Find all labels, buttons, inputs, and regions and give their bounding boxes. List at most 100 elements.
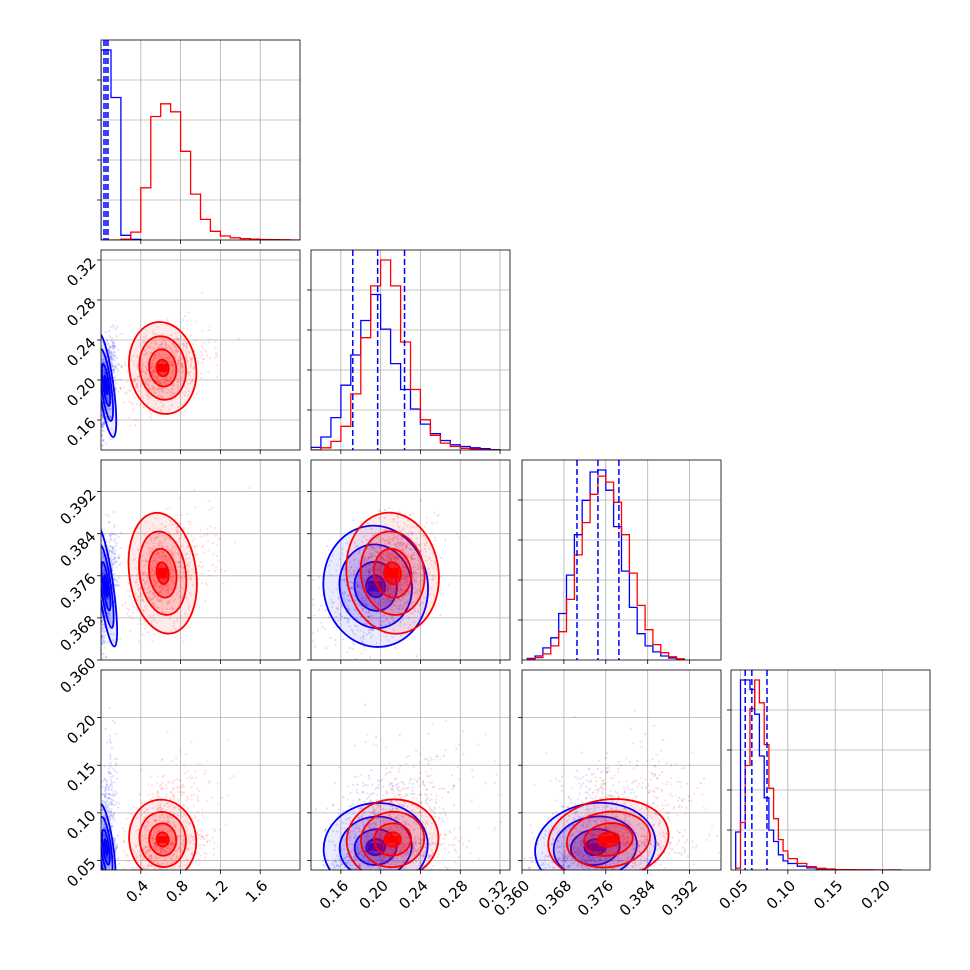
scatter-point: [115, 801, 118, 804]
scatter-point: [420, 499, 423, 502]
scatter-point: [411, 552, 414, 556]
scatter-point: [190, 577, 193, 580]
scatter-point: [363, 622, 366, 625]
scatter-point: [153, 366, 156, 370]
scatter-point: [108, 740, 112, 743]
scatter-point: [144, 353, 147, 356]
scatter-point: [111, 562, 114, 565]
scatter-point: [405, 545, 408, 549]
scatter-point: [330, 605, 333, 609]
scatter-point: [349, 586, 353, 589]
scatter-point: [178, 561, 181, 564]
scatter-point: [422, 597, 426, 600]
scatter-point: [393, 535, 396, 539]
scatter-point: [187, 606, 190, 609]
scatter-point: [189, 366, 192, 369]
scatter-point: [406, 573, 409, 576]
scatter-point: [337, 608, 340, 611]
scatter-point: [108, 738, 111, 741]
scatter-point: [363, 561, 366, 564]
scatter-point: [313, 614, 316, 617]
scatter-point: [380, 556, 383, 559]
scatter-point: [133, 418, 136, 421]
scatter-point: [112, 563, 115, 566]
scatter-point: [415, 572, 418, 575]
scatter-point: [368, 570, 371, 573]
scatter-point: [156, 374, 159, 377]
scatter-point: [425, 516, 428, 519]
scatter-point: [110, 794, 113, 797]
scatter-point: [339, 613, 342, 616]
scatter-point: [331, 591, 334, 594]
scatter-point: [148, 596, 151, 599]
scatter-point: [380, 615, 383, 619]
scatter-point: [204, 599, 207, 603]
scatter-point: [149, 597, 152, 600]
scatter-point: [397, 606, 400, 610]
scatter-point: [101, 414, 104, 418]
scatter-point: [161, 339, 164, 342]
scatter-point: [188, 523, 191, 526]
scatter-point: [352, 572, 355, 575]
scatter-point: [216, 555, 219, 558]
scatter-point: [332, 601, 335, 604]
scatter-point: [154, 387, 157, 390]
scatter-point: [160, 522, 163, 526]
scatter-point: [154, 370, 157, 374]
scatter-point: [417, 588, 420, 591]
scatter-point: [404, 593, 408, 596]
scatter-point: [190, 357, 194, 360]
scatter-point: [103, 569, 106, 573]
scatter-point: [114, 345, 117, 348]
scatter-point: [107, 349, 110, 352]
scatter-point: [138, 586, 142, 590]
scatter-point: [204, 582, 207, 585]
scatter-point: [394, 646, 397, 650]
scatter-point: [164, 380, 167, 383]
scatter-point: [149, 380, 152, 383]
scatter-point: [169, 561, 172, 564]
scatter-point: [111, 719, 115, 722]
scatter-point: [113, 819, 116, 823]
scatter-point: [377, 582, 380, 585]
scatter-point: [185, 342, 188, 345]
scatter-point: [179, 586, 182, 589]
scatter-point: [101, 557, 104, 560]
scatter-point: [353, 563, 356, 566]
scatter-point: [371, 552, 374, 556]
scatter-point: [190, 593, 193, 597]
scatter-point: [149, 364, 152, 367]
scatter-point: [395, 546, 398, 549]
scatter-point: [108, 350, 111, 353]
scatter-point: [401, 549, 404, 552]
scatter-point: [186, 570, 189, 573]
scatter-point: [176, 377, 179, 380]
scatter-point: [207, 569, 210, 572]
scatter-point: [158, 554, 161, 558]
scatter-point: [186, 545, 189, 548]
scatter-point: [110, 555, 113, 558]
scatter-point: [104, 886, 106, 888]
scatter-point: [113, 539, 116, 543]
scatter-point: [159, 553, 163, 556]
scatter-point: [154, 332, 157, 336]
scatter-point: [350, 554, 353, 557]
scatter-point: [140, 384, 143, 387]
scatter-point: [112, 557, 116, 560]
scatter-point: [413, 609, 417, 613]
scatter-point: [179, 534, 182, 537]
scatter-point: [114, 556, 117, 559]
scatter-point: [111, 364, 114, 367]
scatter-point: [158, 381, 162, 384]
scatter-point: [187, 350, 190, 353]
scatter-point: [109, 534, 112, 537]
scatter-point: [365, 633, 368, 636]
scatter-point: [107, 788, 110, 791]
scatter-point: [150, 599, 153, 602]
scatter-point: [404, 552, 407, 555]
scatter-point: [185, 552, 188, 555]
scatter-point: [365, 569, 368, 572]
scatter-point: [153, 357, 156, 360]
scatter-point: [152, 591, 156, 595]
scatter-point: [361, 597, 365, 600]
